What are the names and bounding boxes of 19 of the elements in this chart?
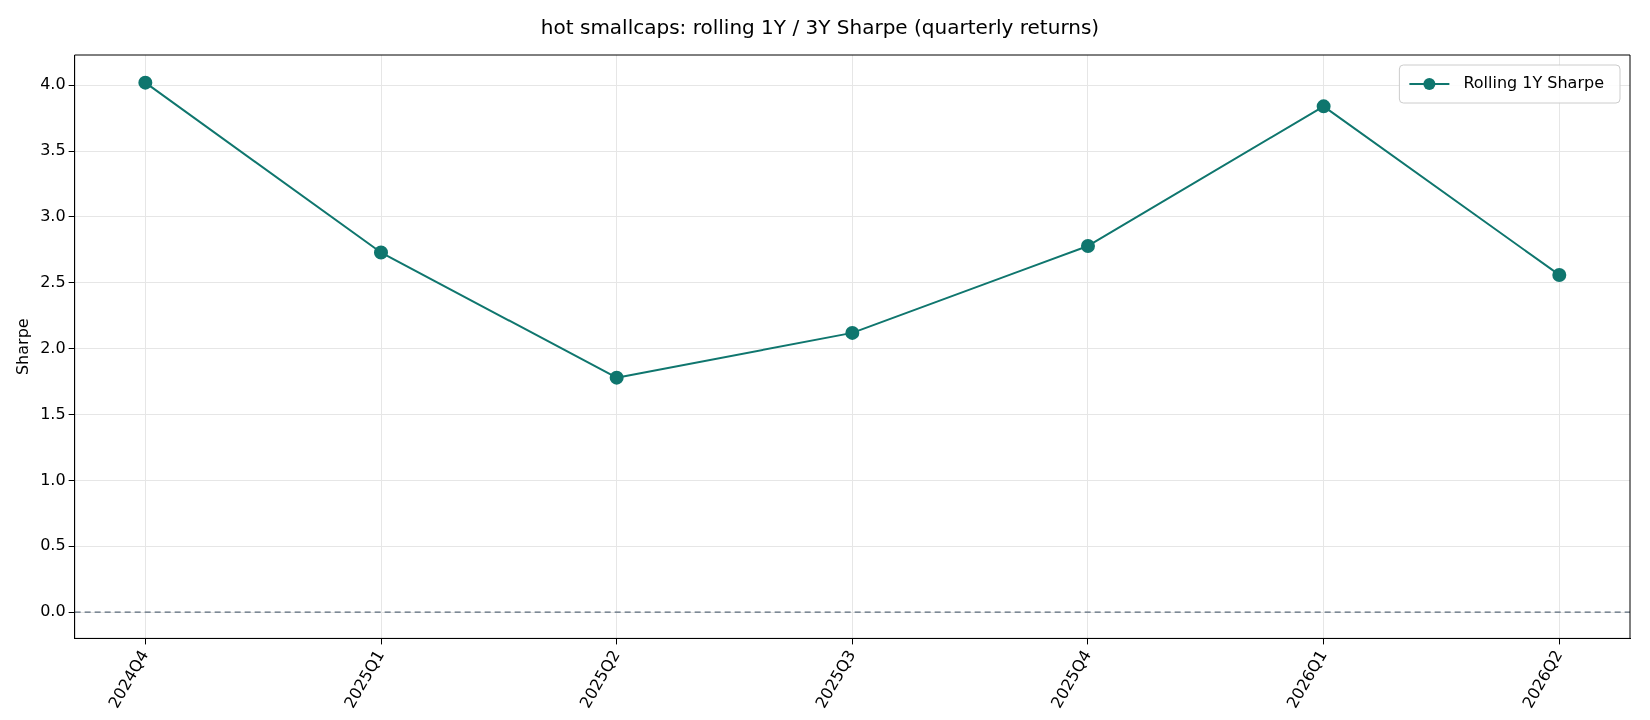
point bbox=[374, 245, 388, 260]
y-tick-label: 2.0 bbox=[40, 337, 66, 357]
y-tick-label: 3.5 bbox=[40, 140, 66, 160]
y-tick-label: 2.5 bbox=[40, 271, 66, 291]
y-tick-label: 1.0 bbox=[40, 469, 66, 489]
point bbox=[845, 325, 860, 340]
point bbox=[1080, 238, 1095, 253]
point bbox=[1316, 99, 1331, 114]
point bbox=[609, 370, 624, 385]
y-tick-label: 4.0 bbox=[40, 74, 66, 94]
legend-label: Rolling 1Y Sharpe bbox=[1463, 73, 1604, 93]
y-axis-title: Sharpe bbox=[12, 318, 32, 376]
chart-title: hot smallcaps: rolling 1Y / 3Y Sharpe (quarterly returns) bbox=[540, 15, 1100, 40]
point bbox=[138, 75, 153, 90]
point bbox=[1552, 267, 1567, 282]
y-tick-label: 0.5 bbox=[40, 535, 66, 555]
y-tick-label: 3.0 bbox=[40, 206, 66, 226]
y-tick-label: 0.0 bbox=[40, 601, 66, 621]
y-tick-label: 1.5 bbox=[40, 403, 66, 423]
